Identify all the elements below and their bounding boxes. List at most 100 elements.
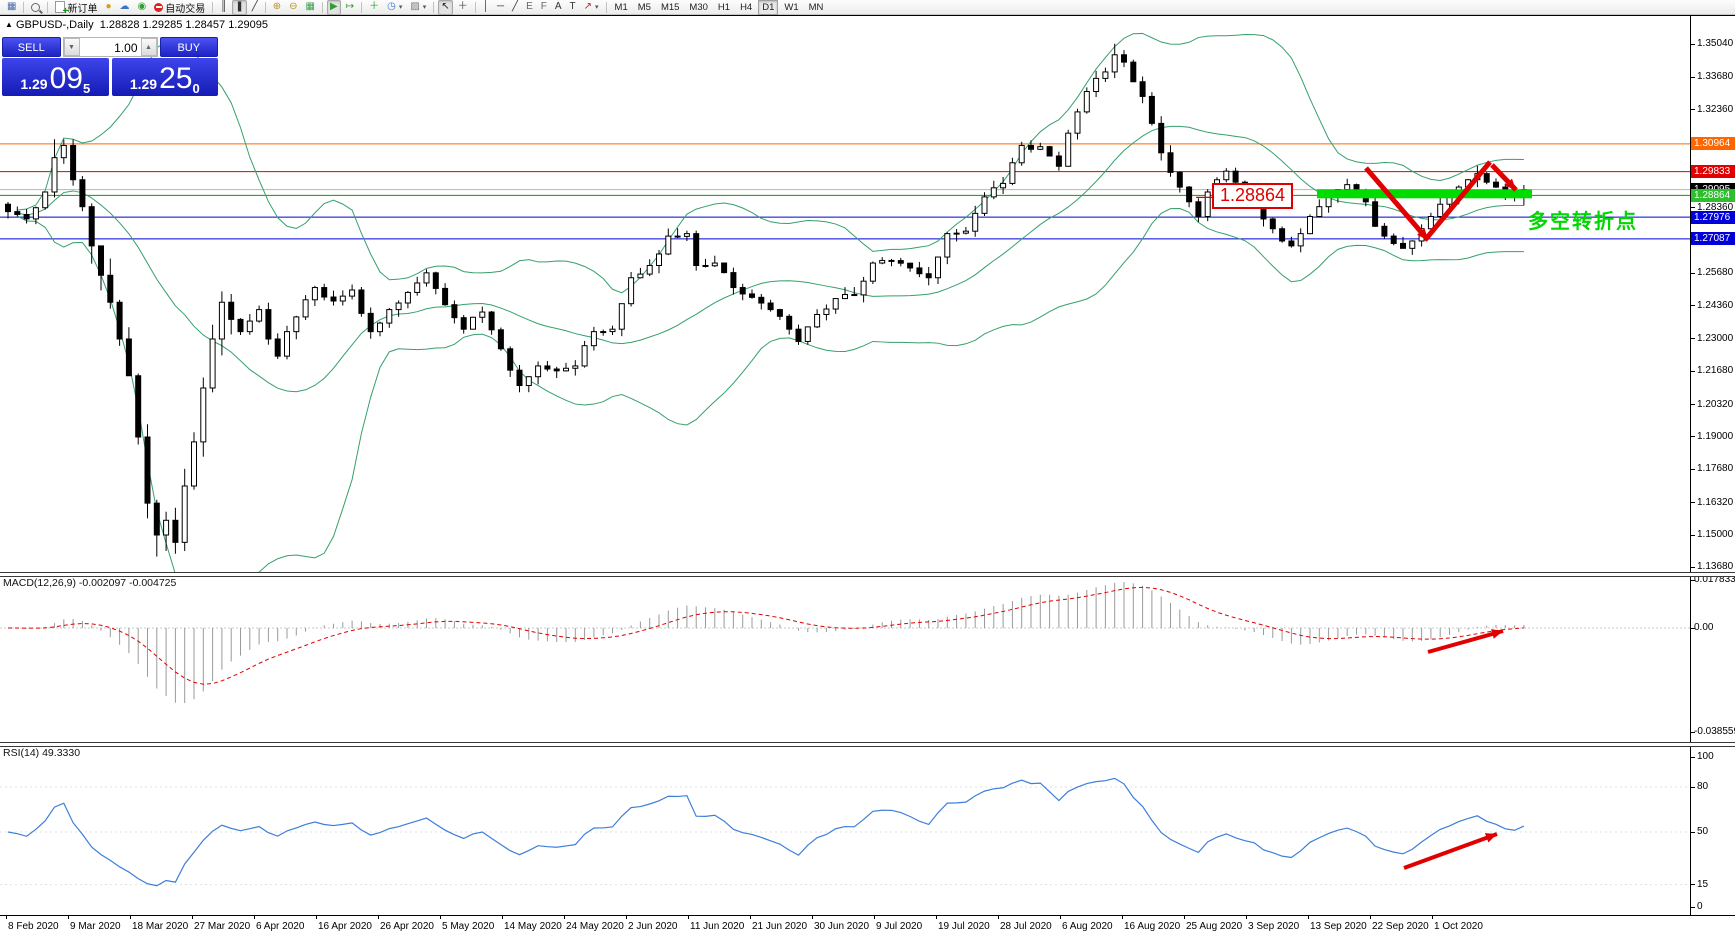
time-tick-mark [1308, 916, 1309, 919]
timeframe-button-m5[interactable]: M5 [637, 1, 651, 13]
crosshair-button[interactable]: ＋ [455, 0, 471, 15]
price-level-badge: 1.29833 [1691, 165, 1735, 179]
zoom-in-button[interactable]: ⊕ [270, 0, 284, 15]
macd-panel-divider[interactable] [0, 572, 1735, 577]
signals-user-icon: ☁ [119, 1, 130, 12]
vertical-line-button[interactable]: │ [480, 0, 492, 15]
time-tick-mark [626, 916, 627, 919]
crosshair-icon: ＋ [457, 1, 468, 12]
timeframe-button-m15[interactable]: M15 [660, 1, 680, 13]
zoom-out-icon: ⊖ [289, 1, 298, 12]
time-tick-mark [874, 916, 875, 919]
price-tick-mark [1690, 502, 1695, 504]
date-label: 14 May 2020 [504, 921, 562, 932]
price-annotation-label[interactable]: — 1.28864 [1196, 183, 1294, 209]
price-tick-label: 1.19000 [1697, 430, 1734, 442]
price-tick-label: 1.35040 [1697, 38, 1734, 49]
auto-scroll-button[interactable]: ▶ [326, 0, 341, 15]
chart-window-button[interactable]: ▦ [4, 0, 19, 15]
price-tick-label: 1.20320 [1697, 398, 1734, 410]
horizontal-line-button[interactable]: ─ [494, 0, 507, 15]
templates-button[interactable]: ▨ ▾ [407, 0, 429, 15]
volume-decrease-button[interactable]: ▼ [63, 38, 80, 56]
bar-chart-button[interactable]: ║ [217, 0, 230, 15]
market-coin-button[interactable]: ● [102, 0, 114, 15]
timeframe-button-h1[interactable]: H1 [717, 1, 731, 13]
buy-button[interactable]: BUY [159, 37, 218, 57]
broadcast-icon: ◉ [137, 1, 147, 12]
arrows-shapes-icon: ↗ [583, 1, 593, 12]
dropdown-arrow-icon: ▾ [398, 4, 403, 11]
indicators-add-button[interactable]: ＋ [366, 0, 382, 15]
price-level-badge: 1.27976 [1691, 210, 1735, 224]
date-label: 19 Jul 2020 [938, 921, 990, 932]
price-tick-mark [1690, 404, 1695, 406]
line-chart-button[interactable]: ╱ [249, 0, 261, 15]
text-label-button[interactable]: T [567, 0, 579, 15]
timeframe-button-mn[interactable]: MN [808, 1, 824, 13]
fibonacci-e-button[interactable]: E [523, 0, 536, 15]
price-tick-mark [1690, 207, 1695, 209]
preview-search-icon [31, 2, 41, 12]
time-tick-mark [750, 916, 751, 919]
main-toolbar: ▦新订单●☁◉自动交易║❚╱⊕⊖▦▶↦＋◷▾▨▾↖＋│─╱EFAT↗▾M1M5M… [0, 0, 1735, 16]
time-tick-mark [254, 916, 255, 919]
sell-button[interactable]: SELL [2, 37, 61, 57]
date-label: 9 Mar 2020 [70, 921, 121, 932]
ask-price-panel[interactable]: 1.29 25 0 [111, 58, 218, 96]
price-tick-mark [1690, 305, 1695, 307]
timeframe-button-d1[interactable]: D1 [758, 0, 779, 15]
toolbar-separator [321, 1, 323, 13]
time-tick-mark [688, 916, 689, 919]
timeframe-button-w1[interactable]: W1 [784, 1, 799, 13]
price-level-badge: 1.28864 [1691, 188, 1735, 202]
text-icon: A [554, 1, 562, 12]
preview-search-button[interactable] [28, 0, 43, 15]
timeframe-button-h4[interactable]: H4 [740, 1, 753, 13]
volume-input[interactable]: 1.00 [114, 41, 138, 55]
trend-line-button[interactable]: ╱ [509, 0, 521, 15]
price-tick-label: 1.13680 [1697, 561, 1734, 573]
signals-user-button[interactable]: ☁ [117, 0, 133, 15]
fibonacci-f-icon: F [540, 1, 547, 12]
toolbar-separator [47, 1, 49, 13]
rsi-tick-label: 0 [1697, 901, 1703, 912]
cursor-button[interactable]: ↖ [438, 0, 453, 15]
autotrading-button[interactable]: 自动交易 [151, 0, 208, 15]
time-tick-mark [440, 916, 441, 919]
new-order-icon [55, 1, 68, 16]
price-tick-mark [1690, 109, 1695, 111]
date-label: 2 Jun 2020 [628, 921, 678, 932]
arrows-shapes-button[interactable]: ↗ ▾ [581, 0, 602, 15]
cursor-icon: ↖ [441, 1, 450, 12]
zoom-out-button[interactable]: ⊖ [286, 0, 300, 15]
bid-price-panel[interactable]: 1.29 09 5 [2, 58, 109, 96]
text-button[interactable]: A [552, 0, 565, 15]
fibonacci-f-button[interactable]: F [538, 0, 550, 15]
volume-increase-button[interactable]: ▲ [140, 38, 157, 56]
tile-windows-button[interactable]: ▦ [303, 0, 318, 15]
chart-shift-button[interactable]: ↦ [343, 0, 357, 15]
date-label: 16 Apr 2020 [318, 921, 372, 932]
periods-clock-button[interactable]: ◷ ▾ [384, 0, 405, 15]
broadcast-button[interactable]: ◉ [135, 0, 150, 15]
rsi-tick-mark [1690, 786, 1695, 788]
date-label: 27 Mar 2020 [194, 921, 251, 932]
macd-tick-mark [1690, 579, 1695, 581]
rsi-tick-label: 100 [1697, 751, 1714, 762]
candle-chart-button[interactable]: ❚ [232, 0, 247, 15]
rsi-panel-divider[interactable] [0, 742, 1735, 747]
ask-price-major: 1.29 [129, 76, 158, 92]
timeframe-button-m30[interactable]: M30 [689, 1, 708, 13]
turning-point-note[interactable]: 多空转折点 [1528, 211, 1638, 233]
timeframe-button-m1[interactable]: M1 [614, 1, 628, 13]
time-tick-mark [68, 916, 69, 919]
chart-ohlc-values: 1.28828 1.29285 1.28457 1.29095 [99, 19, 268, 31]
price-tick-label: 1.21680 [1697, 365, 1734, 377]
new-order-button[interactable]: 新订单 [52, 0, 100, 16]
time-scale[interactable]: 8 Feb 2020 9 Mar 2020 18 Mar 2020 27 Mar 20… [0, 915, 1735, 937]
rsi-tick-mark [1690, 756, 1695, 758]
price-tick-mark [1690, 370, 1695, 372]
